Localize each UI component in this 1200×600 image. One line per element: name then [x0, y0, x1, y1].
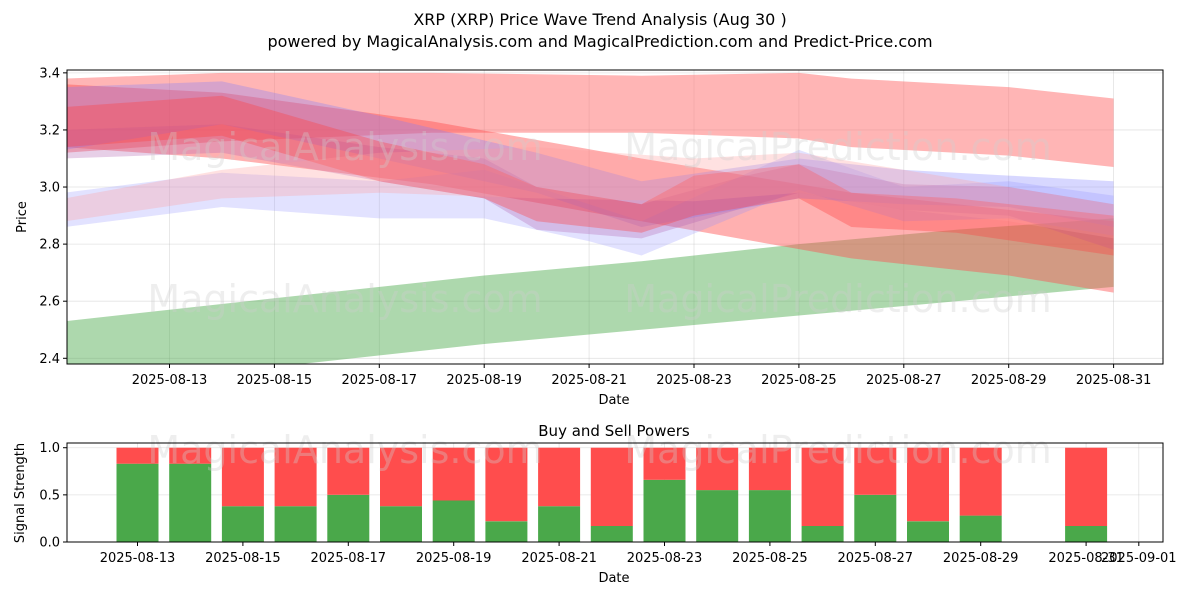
price-x-tick-label: 2025-08-17 [342, 373, 418, 388]
signal-x-tick-label: 2025-08-13 [100, 551, 176, 566]
band-blue-wave-a [67, 81, 1114, 227]
buy-sell-y-label: Signal Strength [13, 443, 28, 543]
buy-bar [169, 463, 212, 542]
signal-x-tick-label: 2025-08-15 [205, 551, 281, 566]
price-y-tick-label: 2.4 [39, 352, 60, 367]
signal-x-tick-label: 2025-08-21 [521, 551, 597, 566]
sell-bar [590, 447, 633, 526]
price-y-label: Price [15, 201, 30, 233]
buy-bar [274, 506, 317, 542]
price-y-tick-label: 2.6 [39, 295, 60, 310]
buy-bar [696, 490, 739, 542]
buy-bar [748, 490, 791, 542]
sell-bar [1065, 447, 1108, 526]
signal-x-tick-label: 2025-08-25 [732, 551, 808, 566]
signal-x-tick-label: 2025-09-01 [1101, 551, 1177, 566]
price-x-tick-label: 2025-08-23 [656, 373, 732, 388]
sell-bar [116, 447, 159, 464]
price-x-tick-label: 2025-08-13 [132, 373, 208, 388]
price-x-tick-label: 2025-08-25 [761, 373, 837, 388]
price-wave-chart: MagicalAnalysis.com MagicalPrediction.co… [15, 66, 1164, 408]
signal-x-tick-label: 2025-08-31 [1048, 551, 1124, 566]
buy-bar [1065, 526, 1108, 542]
watermark-prediction-top: MagicalPrediction.com [624, 125, 1052, 169]
signal-y-tick-label: 0.5 [39, 488, 60, 503]
signal-x-tick-label: 2025-08-29 [943, 551, 1019, 566]
price-plot-frame [66, 69, 1164, 365]
price-x-tick-label: 2025-08-29 [971, 373, 1047, 388]
buy-sell-bars [116, 447, 1108, 542]
sell-bar [643, 447, 686, 480]
sell-bar [696, 447, 739, 491]
buy-bar [801, 526, 844, 542]
price-x-tick-label: 2025-08-15 [237, 373, 313, 388]
price-x-tick-label: 2025-08-31 [1076, 373, 1152, 388]
buy-bar [485, 521, 528, 542]
sell-bar [169, 447, 212, 464]
sell-bar [801, 447, 844, 526]
chart-title: XRP (XRP) Price Wave Trend Analysis (Aug… [413, 10, 786, 29]
price-x-tick-label: 2025-08-27 [866, 373, 942, 388]
price-y-axis: 2.4 2.6 2.8 3.0 3.2 3.4 [39, 66, 67, 367]
signal-x-tick-label: 2025-08-17 [311, 551, 387, 566]
buy-sell-y-axis: 0.0 0.5 1.0 [39, 441, 67, 551]
chart-subtitle: powered by MagicalAnalysis.com and Magic… [267, 32, 932, 51]
buy-bar [854, 494, 897, 542]
watermark-analysis-bottom: MagicalAnalysis.com [147, 428, 542, 472]
band-brown-red-trend [67, 84, 1114, 293]
band-green-trend [67, 218, 1114, 364]
band-pink-wave [67, 147, 1114, 239]
sell-bar [538, 447, 581, 507]
buy-bar [380, 506, 422, 542]
buy-bar [590, 526, 633, 542]
watermark-prediction-middle: MagicalPrediction.com [624, 277, 1052, 321]
buy-bar [643, 479, 686, 542]
band-red-wave-c [67, 95, 1114, 256]
price-y-tick-label: 3.0 [39, 181, 60, 196]
sell-bar [907, 447, 949, 522]
watermark-prediction-bottom: MagicalPrediction.com [624, 428, 1052, 472]
price-bands [67, 72, 1114, 364]
buy-sell-plot-frame [66, 442, 1164, 543]
band-purple-wave [67, 124, 1114, 250]
signal-y-tick-label: 0.0 [39, 536, 60, 551]
band-upper-red-wave [67, 72, 1114, 167]
buy-sell-title: Buy and Sell Powers [538, 422, 690, 440]
price-y-tick-label: 3.4 [39, 66, 60, 81]
buy-sell-chart: Buy and Sell Powers MagicalAnalysis.com … [13, 422, 1177, 586]
band-blue-wave-b [67, 149, 1114, 256]
signal-x-tick-label: 2025-08-27 [838, 551, 914, 566]
sell-bar [274, 447, 317, 507]
buy-sell-x-axis: 2025-08-13 2025-08-15 2025-08-17 2025-08-19… [100, 542, 1177, 566]
price-y-tick-label: 3.2 [39, 123, 60, 138]
sell-bar [959, 447, 1002, 516]
price-x-tick-label: 2025-08-21 [551, 373, 627, 388]
buy-bar [432, 500, 475, 542]
buy-bar [538, 506, 581, 542]
buy-bar [116, 463, 159, 542]
sell-bar [854, 447, 897, 495]
sell-bar [432, 447, 475, 501]
sell-bar [485, 447, 528, 522]
sell-bar [221, 447, 264, 507]
buy-sell-x-label: Date [598, 571, 629, 586]
price-x-axis: 2025-08-13 2025-08-15 2025-08-17 2025-08-19… [132, 364, 1152, 388]
buy-bar [959, 515, 1002, 542]
sell-bar [748, 447, 791, 491]
signal-x-tick-label: 2025-08-19 [416, 551, 492, 566]
signal-x-tick-label: 2025-08-23 [627, 551, 703, 566]
buy-bar [221, 506, 264, 542]
sell-bar [380, 447, 422, 507]
watermark-analysis-middle: MagicalAnalysis.com [147, 277, 542, 321]
signal-y-tick-label: 1.0 [39, 441, 60, 456]
sell-bar [327, 447, 370, 495]
buy-bar [907, 521, 949, 542]
buy-bar [327, 494, 370, 542]
watermark-analysis-top: MagicalAnalysis.com [147, 125, 542, 169]
price-y-tick-label: 2.8 [39, 238, 60, 253]
price-x-label: Date [598, 393, 629, 408]
price-x-tick-label: 2025-08-19 [446, 373, 522, 388]
